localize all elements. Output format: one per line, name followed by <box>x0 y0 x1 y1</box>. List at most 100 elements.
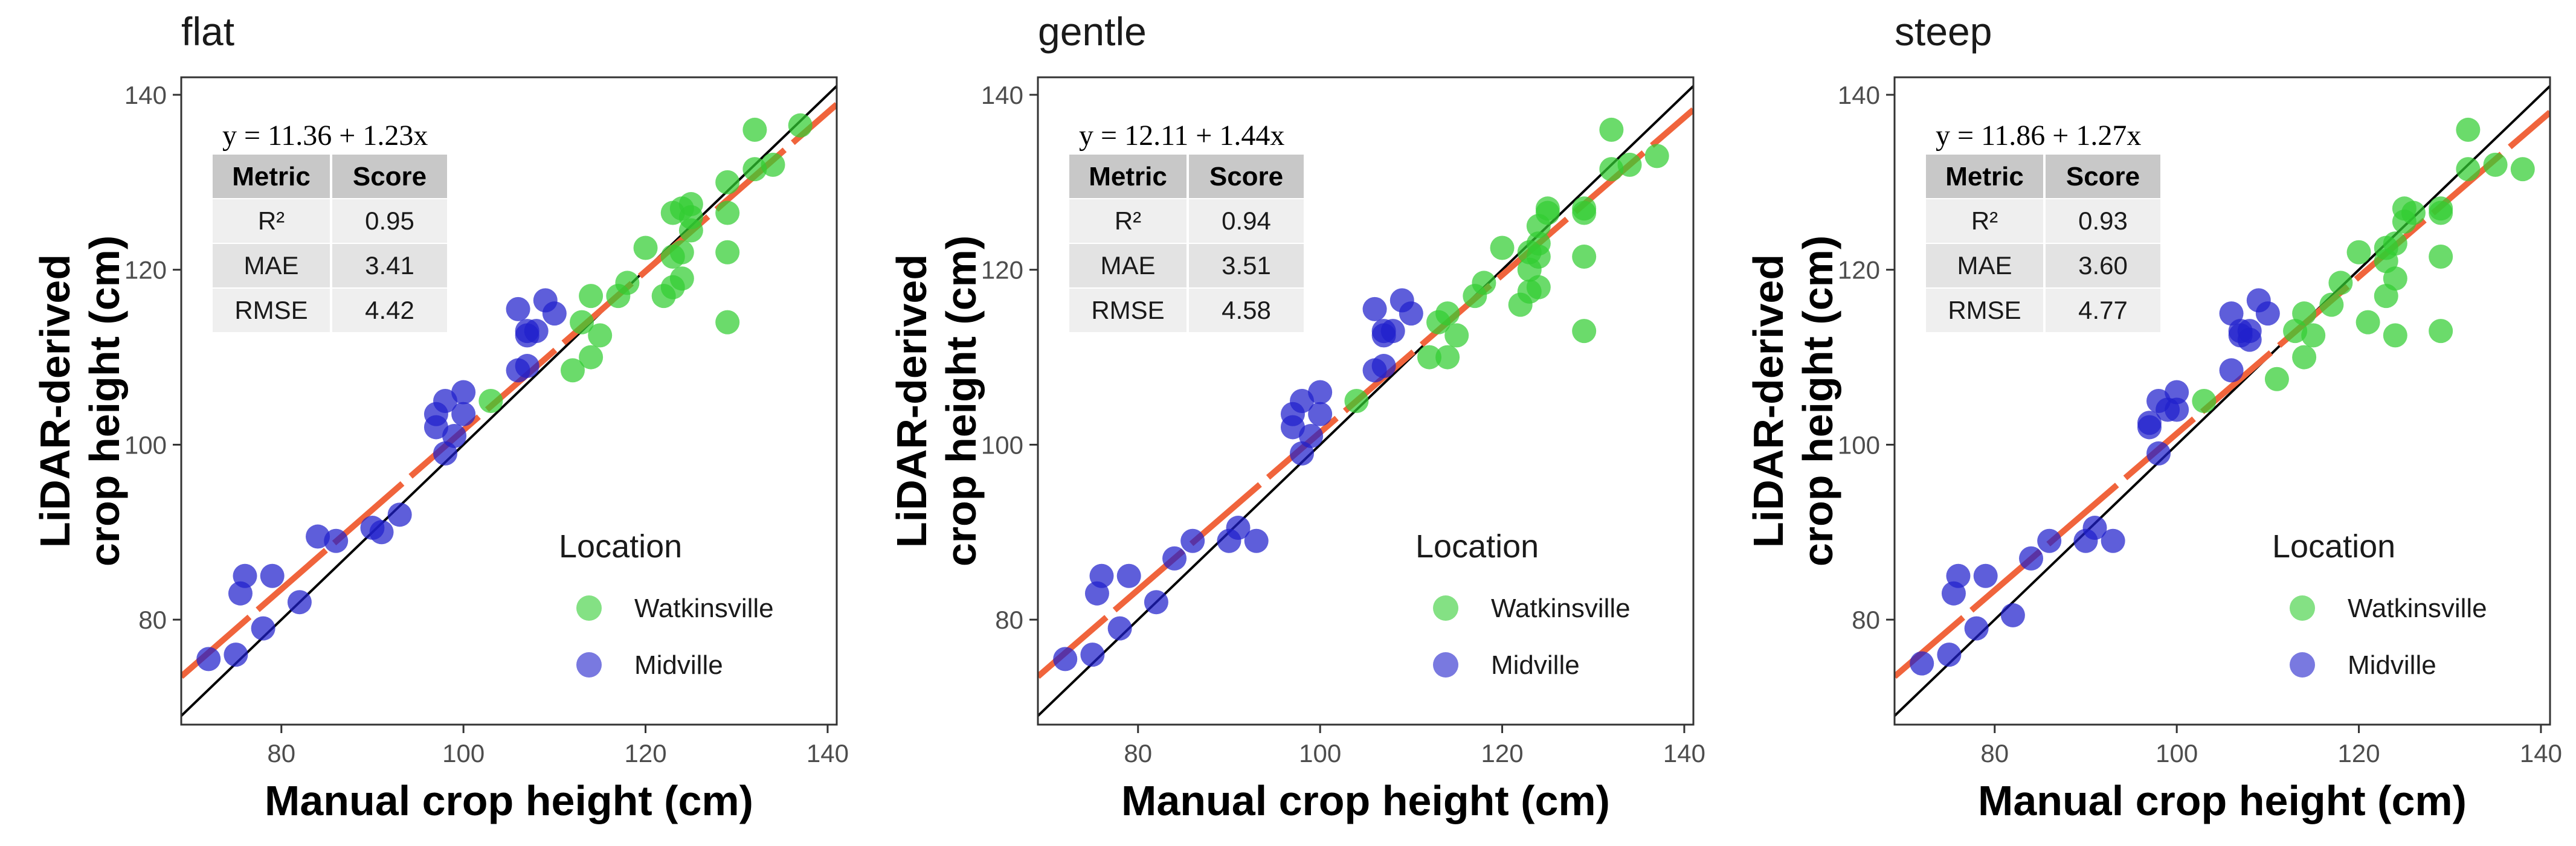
point-watkinsville <box>2429 244 2453 269</box>
point-watkinsville <box>715 240 740 264</box>
point-watkinsville <box>2383 323 2407 348</box>
panel-title: flat <box>181 9 234 54</box>
point-midville <box>306 524 330 549</box>
x-tick-label: 80 <box>267 739 295 767</box>
fit-line <box>181 102 837 679</box>
point-midville <box>1089 563 1114 588</box>
point-midville <box>542 301 567 326</box>
plot-area <box>181 85 837 717</box>
point-watkinsville <box>1599 157 1624 182</box>
chart-panel-gentle: gentle y = 12.11 + 1.44x Metric Score R² 0.94… <box>888 9 1705 824</box>
table-header-score: Score <box>353 162 427 191</box>
table-header-metric: Metric <box>1089 162 1167 191</box>
y-tick-label: 100 <box>981 431 1023 459</box>
panel-border <box>1893 76 2551 726</box>
point-watkinsville <box>2456 117 2481 142</box>
point-midville <box>1910 651 1934 676</box>
table-metric-value: 0.95 <box>365 207 414 235</box>
point-midville <box>1399 301 1423 326</box>
panel-border <box>1037 76 1695 726</box>
x-tick-label: 140 <box>1663 739 1705 767</box>
point-watkinsville <box>1599 117 1624 142</box>
table-cell <box>2046 199 2160 243</box>
x-tick-label: 100 <box>1299 739 1341 767</box>
table-metric-name: RMSE <box>234 296 308 324</box>
point-watkinsville <box>715 310 740 335</box>
table-cell <box>213 244 330 287</box>
y-tick-label: 120 <box>981 256 1023 284</box>
x-tick-label: 140 <box>807 739 849 767</box>
point-watkinsville <box>1417 345 1441 370</box>
table-cell <box>2046 289 2160 332</box>
point-midville <box>2146 441 2171 466</box>
y-axis-title-line1: LiDAR-derived <box>1745 254 1792 548</box>
y-tick-label: 80 <box>995 606 1023 634</box>
point-midville <box>287 590 312 615</box>
point-watkinsville <box>2510 157 2535 182</box>
x-tick-label: 120 <box>1481 739 1524 767</box>
legend-label-watkinsville: Watkinsville <box>1491 594 1631 623</box>
point-watkinsville <box>478 389 503 413</box>
x-tick-label: 80 <box>1980 739 2009 767</box>
point-watkinsville <box>669 240 694 264</box>
point-watkinsville <box>1435 345 1460 370</box>
point-watkinsville <box>2383 266 2407 291</box>
regression-equation: y = 11.86 + 1.27x <box>1936 120 2141 152</box>
legend-label-watkinsville: Watkinsville <box>2348 594 2487 623</box>
table-header-score: Score <box>2066 162 2140 191</box>
x-tick-label: 100 <box>2156 739 2198 767</box>
point-midville <box>1308 402 1333 426</box>
point-midville <box>1244 528 1269 553</box>
table-header-cell <box>332 155 447 198</box>
y-tick-label: 100 <box>1838 431 1880 459</box>
legend-label-midville: Midville <box>2348 650 2436 680</box>
point-midville <box>196 647 221 671</box>
table-metric-value: 3.51 <box>1222 251 1271 280</box>
point-midville <box>2165 380 2189 405</box>
regression-equation: y = 12.11 + 1.44x <box>1079 120 1284 152</box>
point-watkinsville <box>678 192 703 217</box>
point-watkinsville <box>560 358 585 383</box>
point-watkinsville <box>579 345 604 370</box>
y-axis-title-line2: crop height (cm) <box>938 236 985 566</box>
point-watkinsville <box>2456 157 2481 182</box>
table-metric-value: 4.77 <box>2078 296 2128 324</box>
table-metric-name: R² <box>1971 207 1998 235</box>
point-watkinsville <box>1526 275 1551 300</box>
point-midville <box>2165 397 2189 422</box>
point-midville <box>506 296 530 321</box>
table-cell <box>1926 244 2043 287</box>
point-midville <box>387 502 412 527</box>
x-tick-label: 120 <box>2338 739 2380 767</box>
point-watkinsville <box>1444 323 1469 348</box>
x-axis-title: Manual crop height (cm) <box>265 777 753 824</box>
point-watkinsville <box>1644 144 1669 168</box>
point-midville <box>251 616 275 641</box>
point-watkinsville <box>2292 345 2317 370</box>
table-metric-name: R² <box>1115 207 1141 235</box>
table-header-cell <box>2046 155 2160 198</box>
point-watkinsville <box>2292 301 2317 326</box>
point-watkinsville <box>2301 323 2326 348</box>
point-watkinsville <box>1572 196 1597 221</box>
y-tick-label: 100 <box>124 431 167 459</box>
x-axis-title: Manual crop height (cm) <box>1121 777 1610 824</box>
point-watkinsville <box>1435 301 1460 326</box>
point-watkinsville <box>742 157 767 182</box>
x-axis-title: Manual crop height (cm) <box>1978 777 2467 824</box>
point-midville <box>1162 546 1187 571</box>
point-watkinsville <box>1572 244 1597 269</box>
point-midville <box>369 520 394 545</box>
point-watkinsville <box>1526 231 1551 256</box>
point-midville <box>224 643 248 667</box>
point-midville <box>515 354 539 379</box>
point-midville <box>1053 647 1078 671</box>
legend-swatch-midville <box>1433 652 1458 678</box>
point-midville <box>1180 528 1205 553</box>
x-tick-label: 100 <box>442 739 485 767</box>
point-midville <box>2000 603 2025 627</box>
point-midville <box>1107 616 1132 641</box>
table-cell <box>1069 244 1187 287</box>
x-tick-label: 120 <box>625 739 667 767</box>
point-watkinsville <box>678 218 703 243</box>
